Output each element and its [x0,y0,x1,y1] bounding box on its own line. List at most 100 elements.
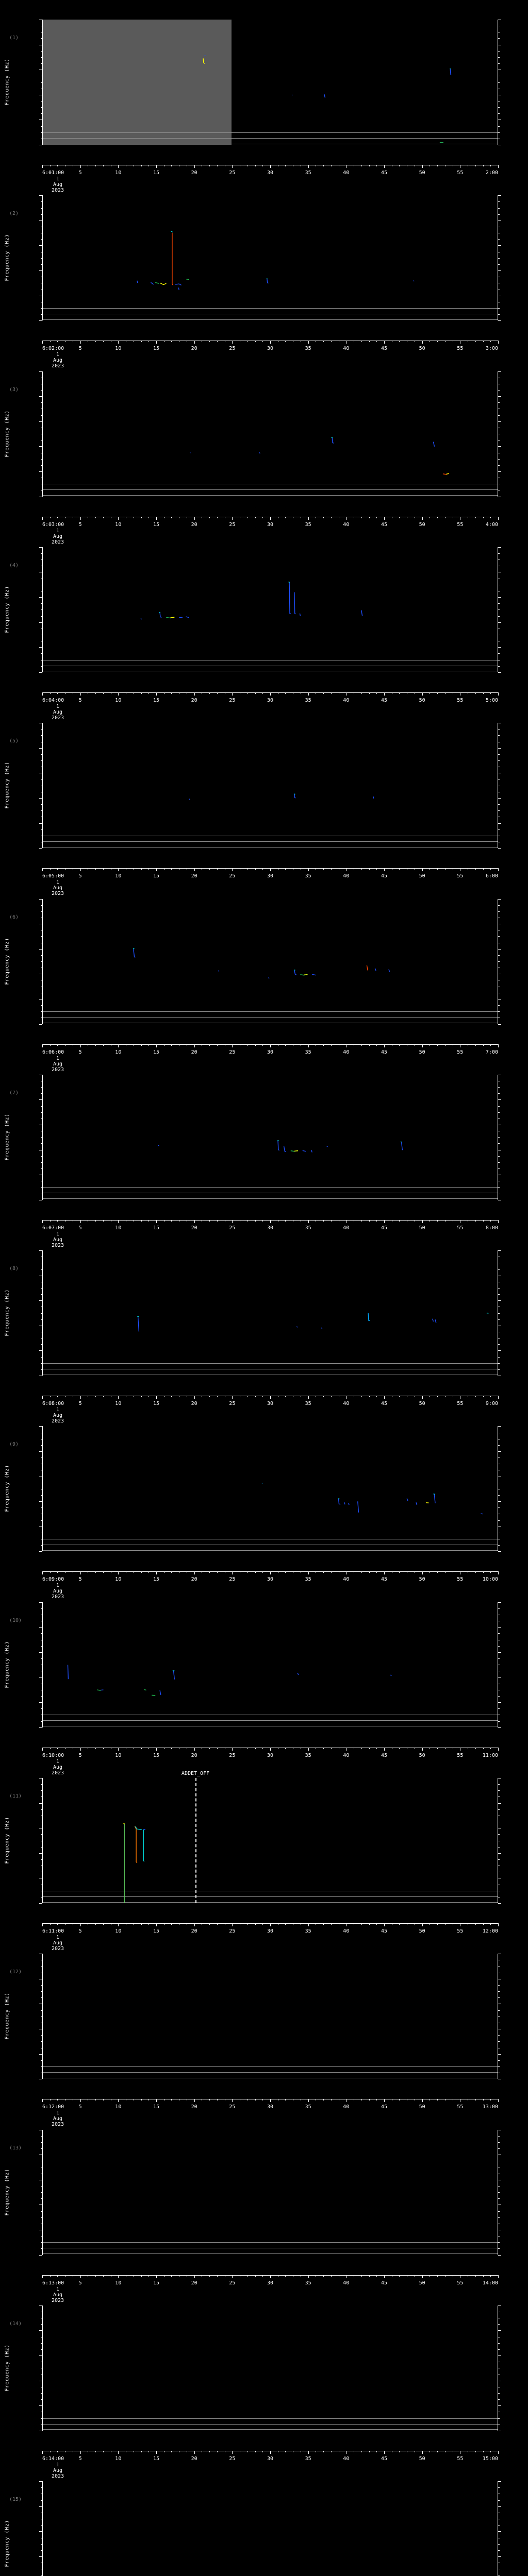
x-axis-tick-minor [369,692,370,694]
x-axis-tick-minor [57,1044,58,1046]
x-axis-tick-minor [444,165,446,166]
y-axis-tick-minor-right [498,2142,500,2143]
x-axis-tick-label: 45 [381,170,388,176]
x-axis-tick-label: 25 [229,170,236,176]
x-axis-tick-major [118,2099,119,2103]
y-axis-tick-minor [41,201,42,202]
plot-area: 02004006008001000 [39,1602,501,1728]
plot-background [42,2129,498,2255]
x-axis-tick-minor [437,341,438,343]
detection-traces [42,2481,498,2576]
y-axis-tick-minor [41,1495,42,1496]
x-axis-tick-minor [361,692,362,694]
y-axis-tick-minor-right [498,1708,500,1709]
y-axis-tick-minor [41,1118,42,1119]
x-axis-tick-major [42,1571,43,1575]
x-axis-tick-major [156,341,157,344]
x-axis-tick-minor [103,2450,104,2452]
x-axis-tick-major [498,1044,499,1047]
x-axis-tick-minor [490,2275,491,2277]
x-axis-tick-major [232,1571,233,1575]
x-axis-tick-minor [95,1747,96,1749]
x-axis-tick-major [270,2275,271,2278]
y-axis-tick-minor [41,1696,42,1697]
y-axis-tick-major-right [498,1853,501,1854]
x-axis-tick-minor [255,1219,256,1222]
x-axis-tick-major [270,868,271,872]
x-axis-tick-major [384,516,385,520]
x-axis-tick-minor [490,2099,491,2101]
y-axis-tick-minor-right [498,2324,500,2325]
x-axis-tick-label: 30 [267,873,274,879]
y-axis-tick-minor [41,1156,42,1157]
frequency-band-line [42,2429,498,2430]
detection-trace [294,794,296,798]
x-axis-tick-minor [361,2275,362,2277]
x-axis-tick-minor [50,2275,51,2277]
x-axis-tick-minor [217,165,218,166]
x-axis-tick-label: 55 [457,1752,464,1758]
x-axis-tick-minor [262,1396,263,1398]
x-axis-tick-minor [475,341,476,343]
x-axis-tick-label: 40 [343,346,350,352]
x-axis-tick-minor [331,516,332,518]
x-axis-tick-label: 45 [381,873,388,879]
x-axis-tick-minor [262,2275,263,2277]
detection-trace [160,613,162,617]
y-axis-tick-minor-right [498,2035,500,2036]
x-axis-tick-major [118,2275,119,2278]
x-axis-tick-major [156,2099,157,2103]
x-axis-tick-minor [444,1923,446,1925]
x-axis-tick-major [156,1923,157,1926]
x-axis-tick-minor [376,1923,377,1925]
y-axis-tick-minor-right [498,107,500,108]
x-axis-tick-label: 30 [267,1401,274,1407]
x-axis-tick-minor [399,165,400,166]
y-axis-tick-major-right [498,270,501,272]
y-axis-tick-major [39,2330,42,2331]
x-axis-tick-label: 15 [153,1752,160,1758]
y-axis-tick-minor [41,1997,42,1998]
y-axis-tick-minor-right [498,810,500,811]
x-axis-tick-minor [209,2099,210,2101]
plot-area: 02004006008001000 [39,1250,501,1377]
x-axis-tick-minor [490,1571,491,1573]
x-axis-tick-major [422,1219,423,1223]
x-axis-tick-minor [475,2450,476,2452]
panel-number: (7) [9,1090,19,1096]
frequency-band-line [42,2072,498,2073]
y-axis-spine-left [42,899,43,1024]
y-axis-tick-minor [41,2041,42,2042]
x-axis-end-label: 12:00 [482,1928,498,1934]
x-axis-tick-major [80,1747,81,1751]
y-axis-tick-minor [41,735,42,736]
x-axis-tick-label: 20 [191,2104,197,2110]
x-axis-tick-minor [255,868,256,870]
y-axis-tick-major [39,2531,42,2532]
y-axis-tick-minor [41,1369,42,1370]
y-axis-tick-minor-right [498,465,500,466]
x-axis-tick-label: 35 [305,346,311,352]
x-axis-tick-minor [490,1923,491,1925]
y-axis-tick-major [39,2355,42,2357]
detection-trace [289,582,291,614]
y-axis-tick-minor [41,2544,42,2545]
y-axis-tick-minor [41,760,42,761]
y-axis-tick-minor-right [498,1106,500,1107]
spectrogram-panel: (6) Frequency (Hz) 02004006008001000 6:06:0… [0,899,528,1075]
detection-trace [339,1499,341,1504]
x-axis-tick-minor [444,1571,446,1573]
x-axis-tick-minor [399,1396,400,1398]
y-axis-spine-left [42,1074,43,1200]
x-axis-tick-label: 40 [343,170,350,176]
y-axis-tick-minor-right [498,2500,500,2501]
x-axis-tick-major [156,868,157,872]
x-axis-end-label: 13:00 [482,2104,498,2110]
x-axis-date-line: 1 [56,176,60,182]
detection-trace [368,1313,370,1321]
detection-trace [160,1690,161,1695]
y-axis-tick-minor-right [498,754,500,755]
x-axis-date-line: 1 [56,352,60,358]
x-axis-tick-label: 55 [457,346,464,352]
x-axis-tick-minor [376,692,377,694]
